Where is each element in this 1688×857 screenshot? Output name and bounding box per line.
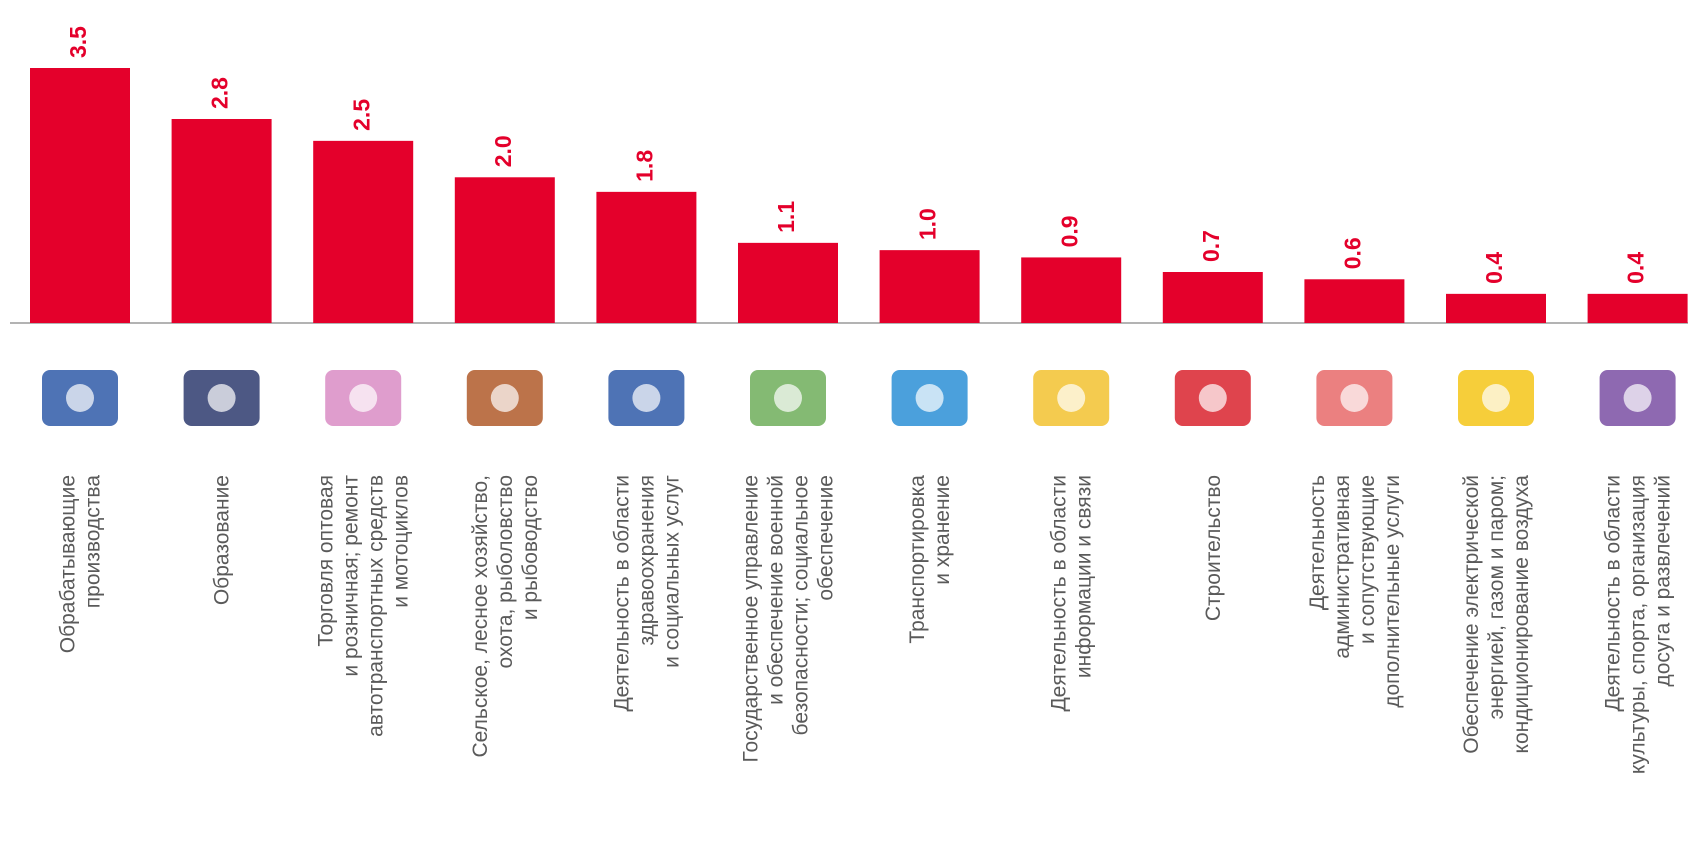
category-label-line: Строительство (1202, 475, 1225, 621)
category-label: Сельское, лесное хозяйство,охота, рыболо… (469, 475, 542, 758)
icon-shape (915, 384, 944, 412)
bar (1021, 257, 1122, 323)
category-label-line: Транспортировка (906, 475, 929, 644)
value-label: 0.6 (1339, 237, 1365, 269)
bar (596, 191, 697, 323)
category-label-line: досуга и развлечений (1652, 475, 1675, 687)
category-icon (1458, 370, 1534, 426)
category-icon (466, 370, 543, 426)
icon-shape (1623, 384, 1652, 412)
category-label-line: здравоохранения (635, 475, 658, 646)
category-label-line: Обеспечение электрической (1460, 475, 1483, 754)
category-label-line: административная (1331, 475, 1354, 659)
category-label-line: культуры, спорта, организация (1627, 475, 1650, 774)
category-label-line: кондиционирование воздуха (1510, 475, 1533, 754)
category-icon (608, 370, 685, 426)
category-icon (891, 370, 968, 426)
category-label-line: Торговля оптовая (315, 475, 338, 647)
category-label: Образование (211, 475, 234, 605)
value-label: 0.9 (1056, 215, 1082, 247)
icon-shape (1340, 384, 1369, 412)
category-label: Деятельностьадминистративнаяи сопутствую… (1306, 475, 1404, 708)
category-label: Государственное управлениеи обеспечение … (740, 475, 838, 763)
category-label-line: Деятельность в области (1048, 475, 1071, 712)
category-label: Деятельность в областикультуры, спорта, … (1602, 475, 1675, 774)
value-label: 1.8 (631, 150, 657, 182)
category-label-line: и рыбоводство (519, 475, 542, 620)
category-label-line: информации и связи (1073, 475, 1096, 678)
bar (1162, 272, 1263, 323)
category-icon (1316, 370, 1393, 426)
category-label-line: Обрабатывающие (57, 475, 80, 653)
bar (1304, 279, 1405, 323)
category-label-line: и розничная; ремонт (340, 475, 363, 677)
icon-shape (1198, 384, 1227, 412)
category-icon (1174, 370, 1251, 426)
category-icon (183, 370, 260, 426)
bar (1446, 293, 1546, 323)
value-label: 0.4 (1623, 252, 1649, 284)
bar (879, 250, 980, 323)
category-label: Торговля оптоваяи розничная; ремонтавтот… (315, 475, 413, 737)
icon-shape (1482, 384, 1510, 412)
category-label-line: энергией, газом и паром; (1485, 475, 1508, 719)
category-label-line: Деятельность в области (610, 475, 633, 712)
category-label-line: безопасности; социальное (790, 475, 813, 735)
value-label: 2.5 (348, 99, 374, 131)
category-label-line: охота, рыболовство (494, 475, 517, 668)
icon-shape (207, 384, 236, 412)
category-label: Деятельность в областиздравоохраненияи с… (610, 475, 683, 712)
value-label: 1.1 (773, 201, 799, 233)
bar (171, 119, 272, 323)
value-label: 0.4 (1481, 252, 1507, 284)
category-label-line: дополнительные услуги (1381, 475, 1404, 708)
bar (1587, 293, 1688, 323)
category-icon (42, 370, 118, 426)
category-label-line: Образование (211, 475, 234, 605)
value-label: 1.0 (915, 208, 941, 240)
icon-shape (349, 384, 378, 412)
category-label-line: и обеспечение военной (765, 475, 788, 705)
icon-shape (66, 384, 94, 412)
category-label-line: и социальных услуг (660, 475, 683, 668)
value-label: 2.8 (207, 77, 233, 109)
icon-shape (632, 384, 661, 412)
icon-shape (1057, 384, 1086, 412)
category-label-line: и хранение (931, 475, 954, 585)
category-icon (1033, 370, 1110, 426)
category-label-line: обеспечение (815, 475, 838, 601)
category-label: Строительство (1202, 475, 1225, 621)
category-label: Деятельность в областиинформации и связи (1048, 475, 1096, 712)
category-label: Обеспечение электрическойэнергией, газом… (1460, 475, 1533, 754)
category-icon (750, 370, 826, 426)
category-label-line: и мотоциклов (390, 475, 413, 608)
icon-shape (490, 384, 519, 412)
icon-shape (774, 384, 802, 412)
category-label-line: производства (82, 475, 105, 609)
value-label: 2.0 (490, 135, 516, 167)
bar (454, 177, 555, 323)
value-label: 0.7 (1198, 230, 1224, 262)
category-label: Обрабатывающиепроизводства (57, 475, 105, 654)
category-label-line: Деятельность в области (1602, 475, 1625, 712)
category-label-line: и сопутствующие (1356, 475, 1379, 644)
category-icon (325, 370, 402, 426)
category-label-line: Деятельность (1306, 475, 1329, 610)
bar (313, 140, 414, 323)
category-label-line: автотранспортных средств (365, 475, 388, 737)
bar (738, 242, 838, 323)
bar (30, 68, 130, 323)
category-label-line: Государственное управление (740, 475, 763, 763)
category-label-line: Сельское, лесное хозяйство, (469, 475, 492, 758)
value-label: 3.5 (65, 26, 91, 58)
category-label: Транспортировкаи хранение (906, 475, 954, 644)
category-icon (1599, 370, 1676, 426)
